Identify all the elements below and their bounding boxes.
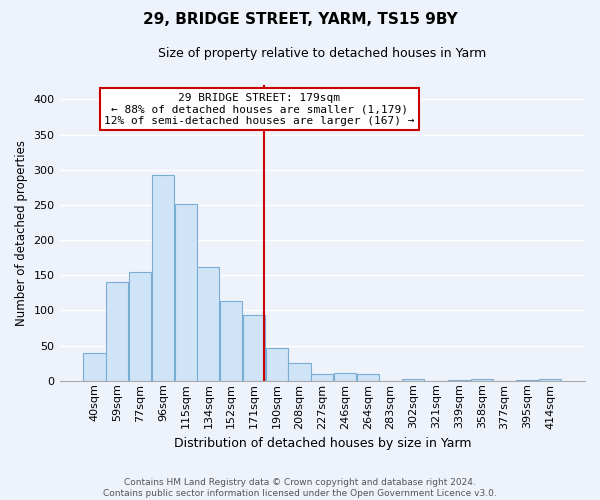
Bar [175,204,197,381]
Bar [539,380,561,381]
Bar [470,380,493,381]
Title: Size of property relative to detached houses in Yarm: Size of property relative to detached ho… [158,48,487,60]
Bar [516,380,538,381]
Text: Contains HM Land Registry data © Crown copyright and database right 2024.
Contai: Contains HM Land Registry data © Crown c… [103,478,497,498]
Bar [448,380,470,381]
Bar [266,348,288,381]
Text: 29, BRIDGE STREET, YARM, TS15 9BY: 29, BRIDGE STREET, YARM, TS15 9BY [143,12,457,28]
Bar [243,316,265,381]
Bar [311,374,334,381]
X-axis label: Distribution of detached houses by size in Yarm: Distribution of detached houses by size … [173,437,471,450]
Bar [289,363,311,381]
Bar [403,378,424,381]
Bar [220,302,242,381]
Bar [334,373,356,381]
Bar [83,352,106,381]
Y-axis label: Number of detached properties: Number of detached properties [15,140,28,326]
Bar [197,268,220,381]
Bar [152,174,174,381]
Bar [357,374,379,381]
Bar [106,282,128,381]
Text: 29 BRIDGE STREET: 179sqm
← 88% of detached houses are smaller (1,179)
12% of sem: 29 BRIDGE STREET: 179sqm ← 88% of detach… [104,92,415,126]
Bar [129,272,151,381]
